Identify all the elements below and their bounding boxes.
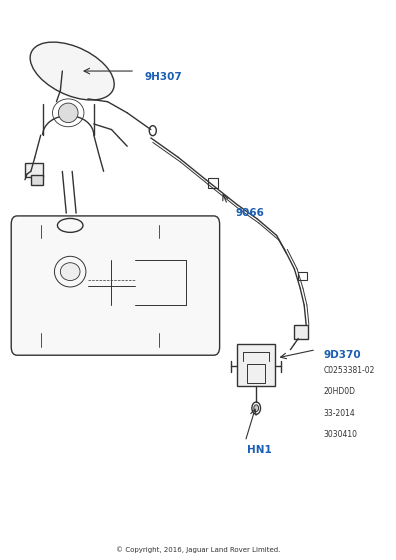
Text: 9066: 9066: [235, 208, 264, 218]
Bar: [31, 175, 43, 185]
Bar: [294, 325, 308, 338]
Text: C0253381-02: C0253381-02: [324, 366, 375, 375]
Ellipse shape: [60, 263, 80, 281]
Ellipse shape: [254, 405, 259, 412]
Bar: [208, 178, 218, 188]
Text: © Copyright, 2016, Jaguar Land Rover Limited.: © Copyright, 2016, Jaguar Land Rover Lim…: [116, 547, 280, 553]
Text: 9H307: 9H307: [145, 72, 183, 82]
Text: 20HD0D: 20HD0D: [324, 388, 356, 396]
Text: 9D370: 9D370: [324, 350, 362, 360]
Text: 3030410: 3030410: [324, 430, 358, 439]
Bar: [298, 272, 307, 280]
Bar: [237, 344, 275, 386]
Text: HN1: HN1: [247, 445, 272, 455]
Ellipse shape: [30, 42, 114, 100]
Ellipse shape: [58, 103, 78, 123]
Bar: [247, 363, 265, 383]
Text: 33-2014: 33-2014: [324, 409, 356, 418]
Bar: [25, 163, 43, 177]
FancyBboxPatch shape: [11, 216, 220, 355]
